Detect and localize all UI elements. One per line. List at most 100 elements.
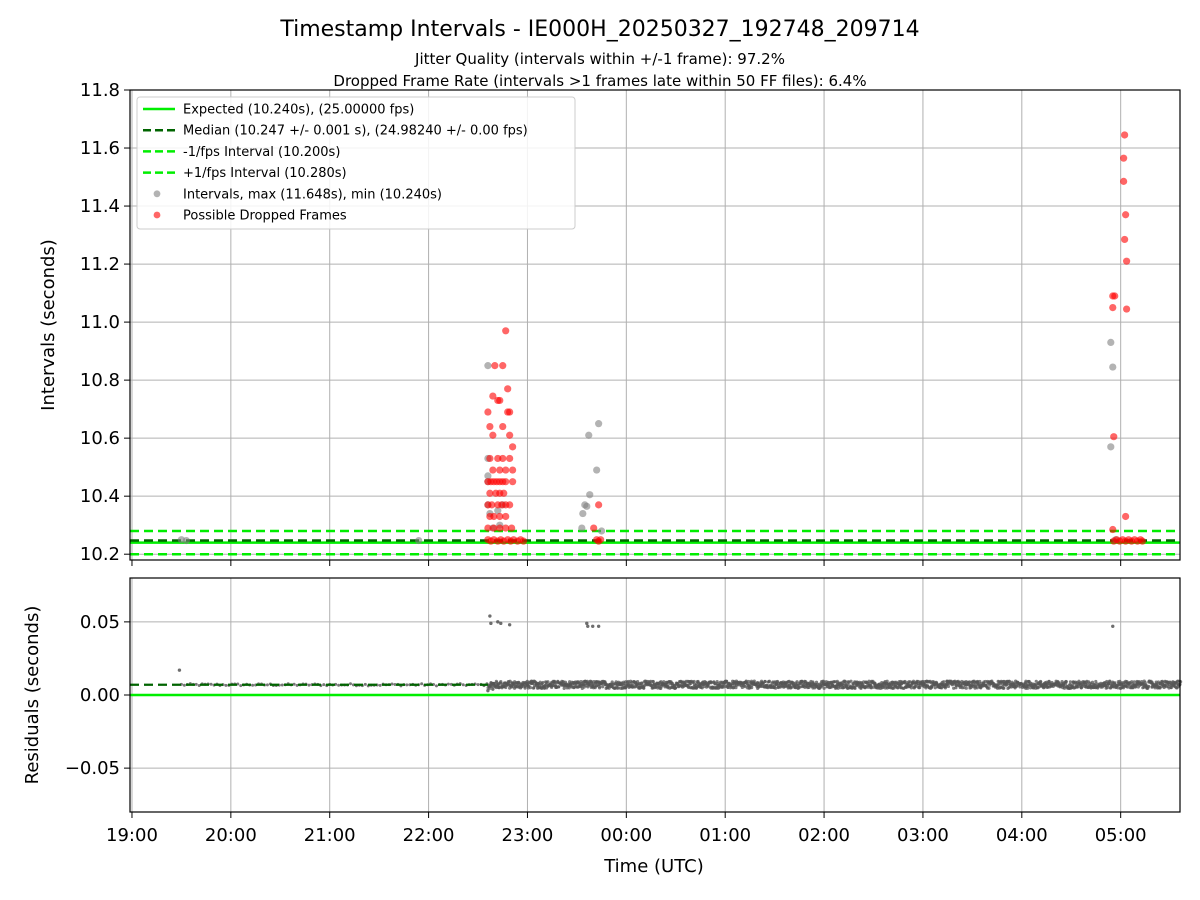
interval-point — [1109, 363, 1117, 371]
residual-point — [626, 679, 630, 684]
residual-outlier-point — [489, 621, 493, 626]
interval-point — [484, 472, 492, 480]
residual-point — [446, 682, 450, 686]
residual-point — [731, 686, 735, 690]
dropped-frame-point — [489, 431, 497, 439]
dropped-frame-point — [506, 501, 514, 509]
dropped-frame-point — [499, 422, 507, 431]
intervals-y-tick-label: 11.6 — [80, 138, 120, 159]
residual-point — [853, 686, 857, 691]
residual-point — [649, 679, 653, 683]
residuals-plot: −0.05 0.00 0.05 19:00 20:00 21:00 22:00 23:00 0… — [22, 577, 1183, 877]
residual-outlier-point — [488, 614, 492, 618]
residual-point — [822, 686, 826, 690]
residual-point — [789, 685, 794, 689]
residual-point — [1116, 686, 1120, 690]
residual-point — [636, 680, 640, 684]
legend-marker — [153, 211, 161, 219]
x-tick-label: 05:00 — [1095, 825, 1147, 846]
residual-outlier-point — [1111, 624, 1115, 628]
dropped-frame-point — [502, 327, 510, 335]
residual-point — [348, 682, 352, 686]
residual-point — [280, 683, 284, 687]
interval-point — [595, 420, 603, 428]
residual-outlier-point — [499, 621, 503, 626]
intervals-plot-frame — [129, 89, 1181, 561]
residual-point — [662, 680, 666, 684]
dropped-frame-point — [484, 524, 492, 532]
residual-point — [209, 682, 213, 686]
x-tick-label: 02:00 — [798, 825, 850, 846]
residual-point — [378, 683, 382, 687]
dropped-frame-point — [1109, 525, 1117, 534]
dropped-frame-point — [1120, 154, 1128, 162]
chart-title: Timestamp Intervals - IE000H_20250327_19… — [279, 17, 919, 42]
residual-point — [265, 683, 269, 687]
residual-outlier-point — [507, 623, 512, 627]
residual-point — [903, 679, 907, 684]
x-tick-label: 22:00 — [403, 825, 455, 846]
interval-point — [579, 509, 587, 518]
residual-point — [504, 685, 508, 690]
residual-point — [182, 683, 186, 687]
dropped-frame-point — [496, 512, 504, 521]
dropped-frame-point — [1123, 257, 1131, 265]
interval-point — [415, 536, 423, 545]
residual-point — [869, 684, 873, 688]
dropped-frame-point — [499, 454, 507, 463]
residual-point — [292, 682, 296, 686]
residual-point — [670, 681, 674, 686]
x-tick-label: 03:00 — [897, 825, 949, 846]
interval-point — [182, 536, 190, 545]
residual-point — [1018, 685, 1022, 689]
residuals-y-ticks: −0.05 0.00 0.05 — [65, 612, 130, 779]
residual-point — [909, 686, 914, 690]
legend-entry-label: -1/fps Interval (10.200s) — [183, 145, 340, 160]
intervals-plot: 10.2 10.4 10.6 10.8 11.0 11.2 11.4 11.6 11.8 Int… — [38, 80, 1181, 566]
residual-point — [1007, 679, 1011, 684]
residual-point — [844, 680, 848, 684]
x-tick-label: 20:00 — [205, 825, 257, 846]
dropped-frame-point — [491, 362, 499, 370]
residual-outlier-point — [486, 688, 490, 693]
intervals-y-ticks: 10.2 10.4 10.6 10.8 11.0 11.2 11.4 11.6 11.8 — [80, 80, 130, 565]
residuals-points — [177, 614, 1183, 693]
legend-box — [136, 96, 576, 230]
dropped-frame-point — [496, 466, 504, 474]
intervals-y-axis-label: Intervals (seconds) — [38, 239, 59, 411]
x-tick-label: 01:00 — [699, 825, 751, 846]
residual-point — [1034, 679, 1038, 683]
residual-point — [557, 685, 561, 689]
residual-point — [747, 679, 751, 684]
residual-point — [946, 684, 951, 689]
dropped-frame-point — [1121, 235, 1129, 244]
residual-point — [1039, 680, 1043, 684]
residual-point — [251, 683, 255, 687]
dropped-frame-point — [509, 478, 517, 486]
residual-point — [541, 680, 545, 685]
interval-point — [593, 466, 601, 474]
interval-point — [1107, 338, 1115, 347]
residual-point — [673, 686, 678, 690]
residual-point — [761, 682, 766, 686]
residual-point — [640, 681, 644, 686]
residual-point — [795, 680, 799, 684]
dropped-frame-point — [489, 466, 497, 474]
dropped-frame-point — [484, 408, 492, 416]
dropped-frame-point — [489, 392, 497, 400]
dropped-frame-point — [486, 489, 494, 497]
interval-point — [484, 362, 492, 370]
residual-point — [1147, 684, 1151, 688]
residual-outlier-point — [585, 621, 589, 626]
residual-outlier-point — [177, 668, 182, 672]
residual-point — [461, 683, 465, 687]
intervals-y-tick-label: 10.4 — [80, 486, 120, 507]
legend-entry-label: Expected (10.240s), (25.00000 fps) — [183, 103, 414, 118]
residual-point — [743, 685, 747, 689]
dropped-frame-point — [486, 422, 494, 431]
interval-point — [586, 491, 594, 499]
residual-point — [642, 686, 646, 690]
dropped-frame-point — [490, 512, 498, 521]
residual-point — [603, 680, 607, 684]
